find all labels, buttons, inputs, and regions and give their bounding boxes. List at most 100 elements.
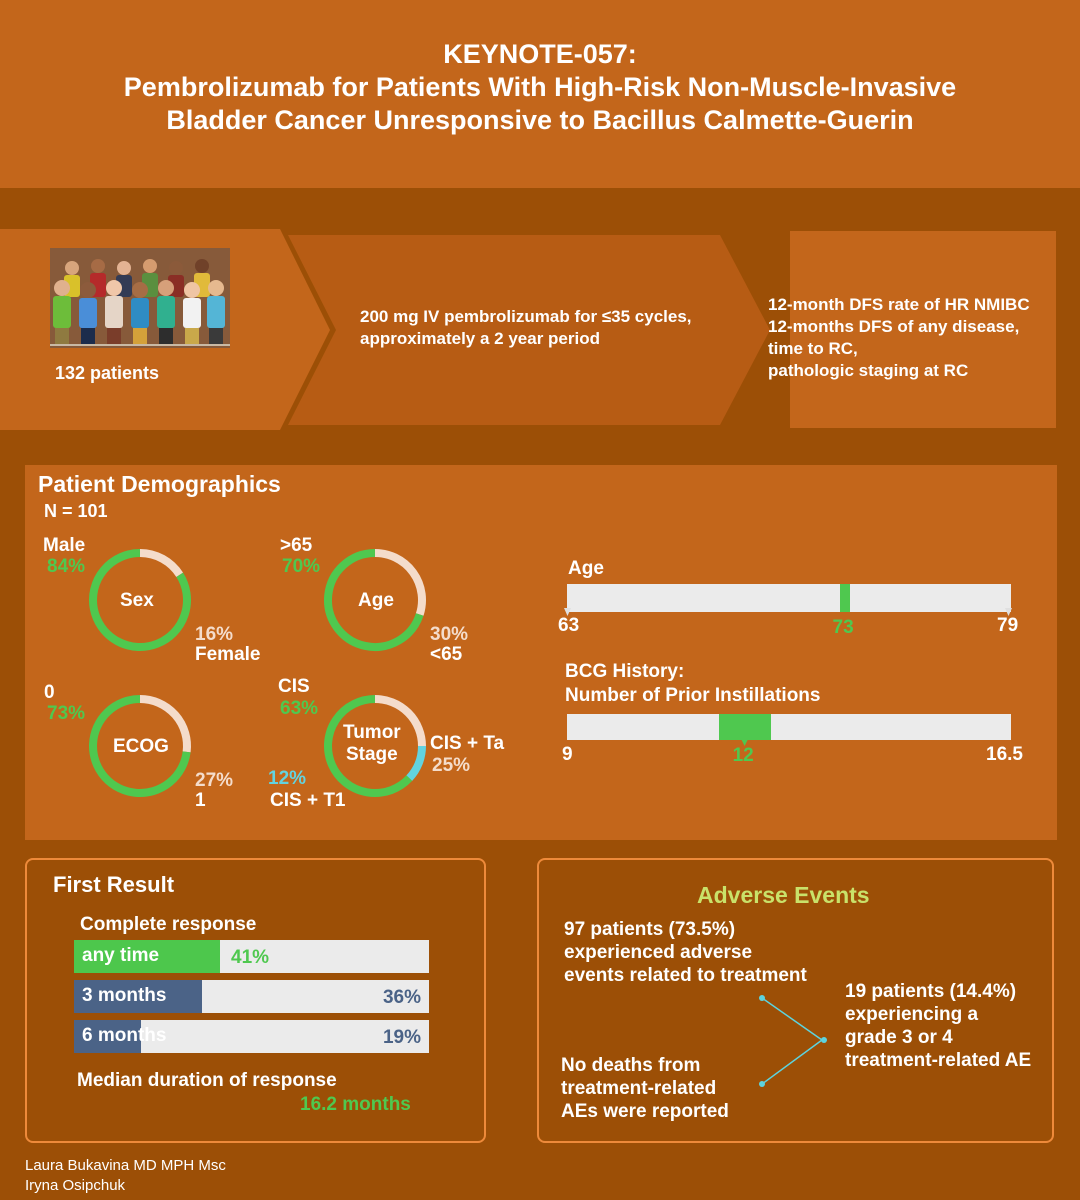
sex-minor-label: Female xyxy=(195,644,261,665)
response-fill-6-months xyxy=(74,1020,142,1053)
age-median-marker xyxy=(839,584,850,612)
response-pct-any-time: 41% xyxy=(231,947,270,968)
header-banner xyxy=(0,0,1080,188)
endpoint-line-1: 12-month DFS rate of HR NMIBC xyxy=(768,295,1030,314)
title-line-1: KEYNOTE-057: xyxy=(443,39,637,69)
patients-count: 132 patients xyxy=(55,363,160,383)
bcg-median-value: 12 xyxy=(732,745,754,766)
ecog-center-label: ECOG xyxy=(113,736,169,757)
connector-dot-top xyxy=(759,995,765,1001)
bcg-min-value: 9 xyxy=(562,744,573,765)
bcg-max-value: 16.5 xyxy=(986,744,1023,765)
ae-grade-3-4: 19 patients (14.4%) experiencing a grade… xyxy=(845,980,1031,1072)
title-line-2: Pembrolizumab for Patients With High-Ris… xyxy=(123,72,957,102)
response-pct-6-months: 19% xyxy=(382,1027,421,1048)
author-2: Iryna Osipchuk xyxy=(25,1177,126,1194)
age-major-pct: 70% xyxy=(282,556,321,577)
endpoint-line-3: time to RC, xyxy=(768,339,858,358)
age-minor-label: <65 xyxy=(430,644,463,665)
bcg-range-bar xyxy=(567,714,1011,740)
ecog-major-label: 0 xyxy=(44,682,55,703)
bcg-bar-ticks xyxy=(740,738,749,746)
adverse-events-box xyxy=(537,858,1054,1143)
sex-major-pct: 84% xyxy=(47,556,86,577)
grade-line-2: experiencing a xyxy=(845,1004,979,1025)
ae-treatment-related: 97 patients (73.5%) experienced adverse … xyxy=(564,918,807,987)
endpoints-description: 12-month DFS rate of HR NMIBC 12-months … xyxy=(768,294,1030,382)
age-max-value: 79 xyxy=(997,615,1019,636)
ae-connector-lines xyxy=(759,995,827,1087)
endpoint-line-4: pathologic staging at RC xyxy=(768,361,969,380)
bcg-median-marker xyxy=(718,714,771,740)
response-fill-any-time xyxy=(74,940,220,973)
treatment-line-1: 200 mg IV pembrolizumab for ≤35 cycles, xyxy=(360,307,692,326)
age-median-value: 73 xyxy=(832,617,854,638)
adverse-events-heading: Adverse Events xyxy=(697,882,870,908)
treatment-description: 200 mg IV pembrolizumab for ≤35 cycles, … xyxy=(360,306,692,350)
demographics-n: N = 101 xyxy=(44,501,108,521)
sex-donut xyxy=(89,549,191,651)
ecog-1-segment xyxy=(139,695,191,753)
ae-line-2: experienced adverse xyxy=(564,942,753,963)
ecog-0-segment xyxy=(89,695,191,797)
age-range-bar xyxy=(567,584,1011,612)
death-line-2: treatment-related xyxy=(561,1078,717,1099)
tumor-stage-donut xyxy=(324,695,426,797)
ecog-minor-pct: 27% xyxy=(195,770,234,791)
stage-cis-label: CIS xyxy=(278,676,310,697)
stage-cis-ta-segment xyxy=(374,695,426,747)
complete-response-label: Complete response xyxy=(80,914,257,935)
title-line-3: Bladder Cancer Unresponsive to Bacillus … xyxy=(166,105,914,135)
age-bar-ticks xyxy=(564,608,1012,616)
response-label-6-months: 6 months xyxy=(82,1025,167,1046)
response-label-any-time: any time xyxy=(82,945,160,966)
age-minor-pct: 30% xyxy=(430,624,469,645)
first-result-heading: First Result xyxy=(53,872,175,897)
sex-major-label: Male xyxy=(43,535,86,556)
first-result-box xyxy=(25,858,486,1143)
age-max-tick xyxy=(1005,608,1012,616)
sex-minor-pct: 16% xyxy=(195,624,234,645)
ae-line-1: 97 patients (73.5%) xyxy=(564,919,736,940)
sex-male-segment xyxy=(89,549,191,651)
stage-center-line-2: Stage xyxy=(345,744,398,765)
stage-ta-pct: 25% xyxy=(432,755,471,776)
flow-step-3-shape xyxy=(790,231,1056,428)
stage-cis-pct: 63% xyxy=(280,698,319,719)
age-major-label: >65 xyxy=(280,535,313,556)
grade-line-4: treatment-related AE xyxy=(845,1050,1032,1071)
bcg-label-line-2: Number of Prior Instillations xyxy=(565,685,821,706)
stage-cis-segment xyxy=(324,695,413,797)
age-min-tick xyxy=(564,608,571,616)
age-under-65-segment xyxy=(374,549,426,616)
age-min-value: 63 xyxy=(558,615,580,636)
connector-dot-bottom xyxy=(759,1081,765,1087)
response-row-6-months: 6 months 19% xyxy=(74,1020,429,1053)
people-group-icon xyxy=(50,259,230,346)
response-row-any-time: any time 41% xyxy=(74,940,429,973)
stage-center-line-1: Tumor xyxy=(343,722,401,743)
death-line-3: AEs were reported xyxy=(561,1101,729,1122)
response-label-3-months: 3 months xyxy=(82,985,167,1006)
donut-charts xyxy=(89,549,426,797)
flow-step-2-shape xyxy=(288,235,770,425)
ecog-minor-label: 1 xyxy=(195,790,206,811)
ecog-major-pct: 73% xyxy=(47,703,86,724)
age-over-65-segment xyxy=(324,549,424,651)
grade-line-1: 19 patients (14.4%) xyxy=(845,981,1017,1002)
stage-t1-pct: 12% xyxy=(268,768,307,789)
stage-ta-label: CIS + Ta xyxy=(430,733,505,754)
authors: Laura Bukavina MD MPH Msc Iryna Osipchuk xyxy=(25,1156,226,1196)
treatment-line-2: approximately a 2 year period xyxy=(360,329,600,348)
response-fill-3-months xyxy=(74,980,202,1013)
stage-center-label: Tumor Stage xyxy=(343,722,401,766)
connector-dot-right xyxy=(821,1037,827,1043)
author-1: Laura Bukavina MD MPH Msc xyxy=(25,1157,226,1174)
ae-no-deaths: No deaths from treatment-related AEs wer… xyxy=(561,1054,729,1123)
page-title: KEYNOTE-057: Pembrolizumab for Patients … xyxy=(0,38,1080,137)
response-pct-3-months: 36% xyxy=(382,987,421,1008)
age-bar-label: Age xyxy=(568,558,604,579)
bcg-bar-label: BCG History: Number of Prior Instillatio… xyxy=(565,660,820,708)
bcg-median-tick xyxy=(740,738,749,746)
patients-illustration xyxy=(50,248,230,348)
